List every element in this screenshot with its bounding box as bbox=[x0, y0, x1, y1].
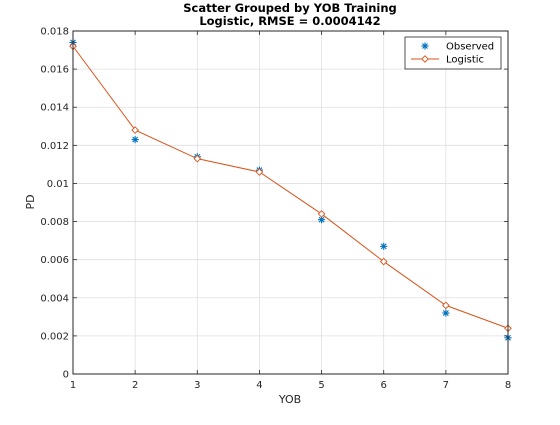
legend-entry-observed: Observed bbox=[421, 42, 494, 53]
y-tick-label: 0.008 bbox=[40, 217, 69, 228]
legend-label: Logistic bbox=[446, 55, 484, 66]
legend-entry-logistic: Logistic bbox=[411, 55, 484, 66]
x-tick-label: 1 bbox=[70, 380, 76, 391]
series-line-logistic bbox=[72, 45, 509, 329]
x-tick-label: 4 bbox=[256, 380, 262, 391]
data-point-observed bbox=[380, 242, 388, 250]
data-point-logistic bbox=[317, 210, 326, 218]
y-tick-label: 0.004 bbox=[40, 293, 69, 304]
y-tick-label: 0 bbox=[63, 370, 69, 381]
y-tick-label: 0.016 bbox=[40, 65, 69, 76]
chart-title-line-2: Logistic, RMSE = 0.0004142 bbox=[199, 14, 380, 28]
plot-area bbox=[73, 31, 508, 374]
y-tick-label: 0.014 bbox=[40, 103, 69, 114]
y-axis-label: PD bbox=[24, 194, 37, 209]
y-tick-label: 0.012 bbox=[40, 141, 69, 152]
y-tick-label: 0.01 bbox=[47, 179, 69, 190]
data-point-logistic bbox=[442, 301, 450, 310]
x-tick-label: 8 bbox=[505, 380, 511, 391]
legend-label: Observed bbox=[446, 42, 494, 53]
data-point-logistic bbox=[193, 154, 202, 163]
x-tick-label: 3 bbox=[194, 380, 200, 391]
plot-frame bbox=[72, 30, 509, 375]
y-tick-label: 0.002 bbox=[40, 331, 69, 342]
x-tick-label: 5 bbox=[318, 380, 324, 391]
data-point-observed bbox=[131, 136, 139, 144]
legend-marker-diamond bbox=[421, 55, 429, 63]
x-tick-label: 2 bbox=[132, 380, 138, 391]
data-point-logistic bbox=[131, 126, 139, 134]
data-point-logistic bbox=[379, 257, 388, 266]
legend: Observed Logistic bbox=[404, 36, 502, 70]
x-tick-label: 6 bbox=[381, 380, 387, 391]
data-point-observed bbox=[442, 309, 450, 317]
data-point-logistic bbox=[255, 168, 264, 176]
x-axis-label: YOB bbox=[278, 393, 301, 406]
chart-title-line-1: Scatter Grouped by YOB Training bbox=[183, 1, 397, 15]
y-tick-label: 0.018 bbox=[40, 27, 69, 38]
y-tick-label: 0.006 bbox=[40, 255, 69, 266]
axis-ticks: 1 2 3 4 5 6 7 8 0 0.002 0.004 0.006 0.008 0.01 0.012 0.… bbox=[40, 27, 511, 392]
legend-box bbox=[404, 36, 502, 70]
legend-marker-asterisk bbox=[421, 42, 429, 50]
x-tick-label: 7 bbox=[443, 380, 449, 391]
